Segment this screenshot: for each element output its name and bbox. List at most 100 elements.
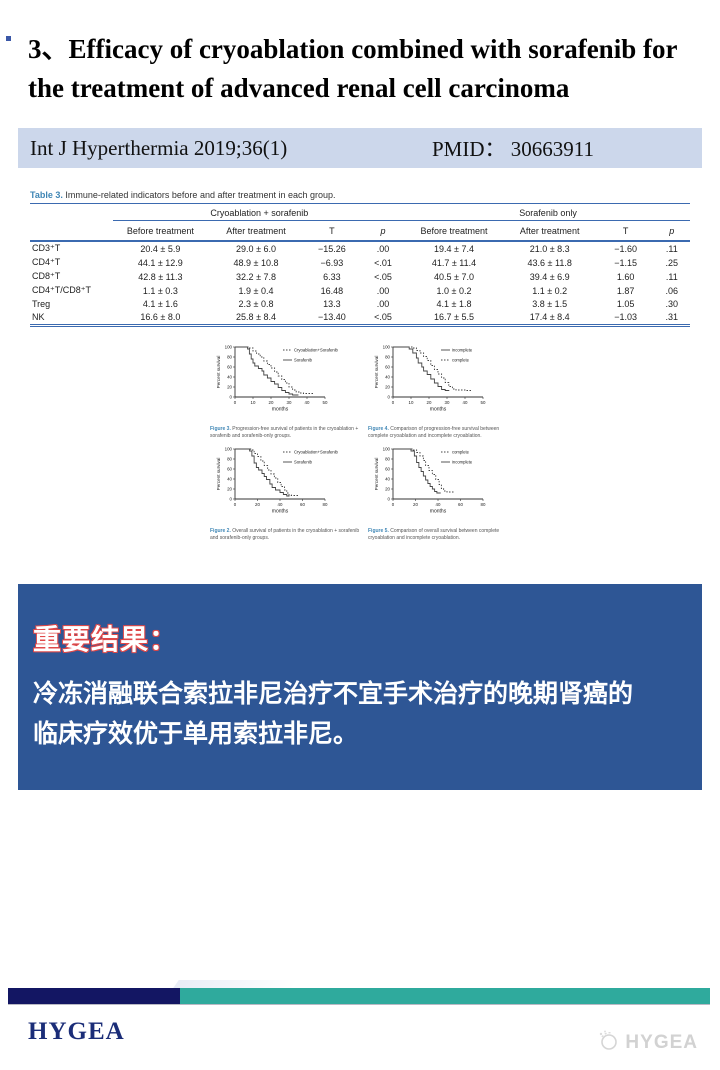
svg-text:months: months	[430, 406, 447, 412]
km-chart: 0 20 40 60 80 100 0 10 20 30 40 50 months Percent sur…	[368, 341, 526, 426]
col-header: Before treatment	[406, 220, 502, 242]
svg-text:100: 100	[225, 447, 233, 452]
slide-corner-marker	[6, 36, 11, 41]
svg-text:months: months	[430, 509, 447, 515]
svg-text:80: 80	[227, 457, 232, 462]
figure-caption: Figure 4. Comparison of progression-free…	[368, 425, 500, 439]
footer-bar-teal-segment	[180, 988, 710, 1004]
svg-text:80: 80	[227, 354, 232, 359]
svg-text:60: 60	[458, 502, 463, 507]
km-figure: 0 20 40 60 80 100 0 10 20 30 40 50 months Percent sur…	[210, 341, 368, 440]
svg-text:50: 50	[481, 400, 486, 405]
table-caption-text: Immune-related indicators before and aft…	[65, 190, 336, 201]
svg-text:Cryoablation+Sorafenib: Cryoablation+Sorafenib	[294, 450, 339, 455]
svg-text:20: 20	[227, 487, 232, 492]
col-header: T	[597, 220, 654, 242]
col-header: Before treatment	[112, 220, 209, 242]
figure-caption: Figure 2. Overall survival of patients i…	[210, 528, 360, 542]
svg-text:60: 60	[385, 364, 390, 369]
svg-text:Cryoablation+Sorafenib: Cryoablation+Sorafenib	[294, 347, 339, 352]
svg-text:months: months	[272, 509, 289, 515]
svg-text:40: 40	[436, 502, 441, 507]
svg-text:60: 60	[300, 502, 305, 507]
svg-text:100: 100	[383, 344, 391, 349]
svg-text:30: 30	[287, 400, 292, 405]
svg-text:80: 80	[481, 502, 486, 507]
svg-text:50: 50	[323, 400, 328, 405]
watermark-circle-icon	[596, 1028, 620, 1058]
svg-text:months: months	[272, 406, 289, 412]
figure-caption: Figure 5. Comparison of overall survival…	[368, 528, 500, 542]
svg-text:20: 20	[269, 400, 274, 405]
svg-text:30: 30	[445, 400, 450, 405]
col-header: After treatment	[501, 220, 598, 242]
svg-text:20: 20	[227, 384, 232, 389]
col-header: After treatment	[208, 220, 304, 242]
svg-text:40: 40	[227, 477, 232, 482]
svg-text:80: 80	[323, 502, 328, 507]
figure-caption: Figure 3. Progression-free survival of p…	[210, 425, 359, 439]
svg-text:0: 0	[234, 502, 237, 507]
journal-citation: Int J Hyperthermia 2019;36(1)	[30, 135, 288, 160]
pmid-label: PMID： 30663911	[432, 137, 594, 162]
svg-text:Sorafenib: Sorafenib	[294, 357, 313, 362]
svg-text:0: 0	[388, 497, 391, 502]
footer-bar-navy-segment	[8, 988, 180, 1004]
km-chart: 0 20 40 60 80 100 0 20 40 60 80 months Percent survi…	[368, 443, 526, 528]
watermark: HYGEA	[596, 1028, 698, 1058]
svg-text:Sorafenib: Sorafenib	[294, 460, 313, 465]
svg-text:100: 100	[225, 344, 233, 349]
km-figure: 0 20 40 60 80 100 0 20 40 60 80 months Percent survi…	[210, 443, 368, 542]
immune-table-body: CD3⁺T 20.4 ± 5.9 29.0 ± 6.0 −15.26.00 19.4 ±…	[30, 241, 690, 326]
table-caption: Table 3. Immune-related indicators befor…	[30, 190, 690, 200]
svg-text:0: 0	[230, 394, 233, 399]
svg-text:40: 40	[463, 400, 468, 405]
key-result-box: 重要结果： 冷冻消融联合索拉非尼治疗不宜手术治疗的晚期肾癌的 临床疗效优于单用索…	[18, 583, 702, 790]
km-chart: 0 20 40 60 80 100 0 20 40 60 80 months Percent survi…	[210, 443, 368, 528]
paper-table-figure: Table 3. Immune-related indicators befor…	[30, 190, 690, 327]
km-figure: 0 20 40 60 80 100 0 20 40 60 80 months Percent survi…	[368, 443, 526, 542]
svg-text:0: 0	[230, 497, 233, 502]
svg-text:0: 0	[392, 400, 395, 405]
table-row: CD4⁺T 44.1 ± 12.9 48.9 ± 10.8 −6.93 <.01 41.7…	[32, 257, 679, 268]
svg-text:10: 10	[251, 400, 256, 405]
table-row: CD4⁺T/CD8⁺T 1.1 ± 0.3 1.9 ± 0.4 16.48.00 1.0…	[32, 285, 679, 296]
svg-text:20: 20	[385, 487, 390, 492]
subheader-row: Before treatment After treatment T p Bef…	[30, 220, 690, 242]
table-row: NK 16.6 ± 8.0 25.8 ± 8.4 −13.40 <.05 16.7 ± 5…	[32, 312, 679, 323]
brand-logo-text: HYGEA	[28, 1018, 125, 1045]
svg-text:40: 40	[385, 477, 390, 482]
group2-header: Sorafenib only	[406, 203, 690, 221]
km-figure: 0 20 40 60 80 100 0 10 20 30 40 50 months Percent sur…	[368, 341, 526, 440]
svg-text:60: 60	[385, 467, 390, 472]
svg-text:40: 40	[278, 502, 283, 507]
col-header: p	[359, 220, 407, 242]
footer-divider-bar	[8, 988, 710, 1005]
svg-text:Percent survival: Percent survival	[374, 355, 379, 388]
svg-text:60: 60	[227, 364, 232, 369]
key-result-heading: 重要结果：	[33, 623, 179, 655]
svg-text:incomplete: incomplete	[452, 347, 473, 352]
svg-text:0: 0	[388, 394, 391, 399]
svg-text:Percent survival: Percent survival	[216, 355, 221, 388]
svg-text:20: 20	[427, 400, 432, 405]
svg-text:80: 80	[385, 354, 390, 359]
svg-text:complete: complete	[452, 357, 470, 362]
col-header: p	[653, 220, 690, 242]
key-result-text: 冷冻消融联合索拉非尼治疗不宜手术治疗的晚期肾癌的 临床疗效优于单用索拉非尼。	[33, 679, 634, 748]
svg-text:40: 40	[305, 400, 310, 405]
svg-text:0: 0	[234, 400, 237, 405]
km-figures-grid: 0 20 40 60 80 100 0 10 20 30 40 50 months Percent sur…	[210, 341, 526, 542]
svg-text:Percent survival: Percent survival	[374, 458, 379, 491]
table-row: Treg 4.1 ± 1.6 2.3 ± 0.8 13.3.00 4.1 ± 1.8 3.…	[32, 299, 679, 310]
col-header: T	[303, 220, 360, 242]
svg-text:Percent survival: Percent survival	[216, 458, 221, 491]
table-row: CD8⁺T 42.8 ± 11.3 32.2 ± 7.8 6.33 <.05 40.5 ±…	[32, 271, 678, 282]
table-caption-label: Table 3.	[30, 190, 63, 201]
svg-text:60: 60	[227, 467, 232, 472]
svg-text:10: 10	[409, 400, 414, 405]
svg-text:incomplete: incomplete	[452, 460, 473, 465]
group-header-row: Cryoablation + sorafenib Sorafenib only	[30, 203, 690, 221]
group1-header: Cryoablation + sorafenib	[112, 203, 407, 221]
journal-bar: Int J Hyperthermia 2019;36(1) PMID： 3066…	[18, 128, 702, 169]
